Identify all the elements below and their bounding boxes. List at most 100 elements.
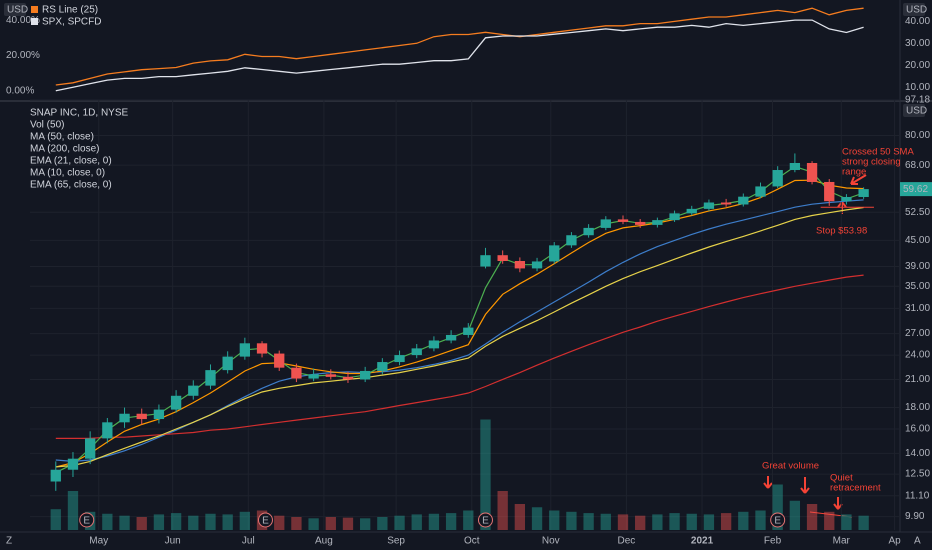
candle-body — [772, 170, 783, 187]
candle-body — [738, 196, 749, 205]
volume-bar — [411, 514, 422, 530]
y-tick-label: 97.18 — [905, 95, 930, 106]
arrow — [850, 174, 867, 185]
volume-bar — [652, 514, 663, 530]
candle-body — [256, 343, 268, 354]
volume-bar — [566, 511, 577, 530]
volume-bar — [463, 510, 474, 530]
candle-body — [445, 334, 457, 341]
candle-body — [342, 376, 354, 380]
annotation: strong closing — [842, 157, 901, 168]
volume-bar — [600, 513, 611, 530]
last-price-tag — [900, 182, 932, 197]
candle-body — [549, 245, 560, 262]
y-tick-label: 39.00 — [905, 261, 930, 272]
volume-bar — [635, 515, 646, 530]
y-tick-label: 9.90 — [905, 511, 925, 522]
x-tick-label: Jul — [242, 536, 255, 547]
volume-bar — [308, 518, 319, 530]
legend-entry: MA (200, close) — [30, 144, 99, 155]
y-tick-label: 16.00 — [905, 424, 930, 435]
volume-bar — [531, 507, 543, 530]
ui-button[interactable]: Z — [6, 536, 12, 547]
candle-body — [222, 356, 233, 371]
candle-body — [480, 255, 491, 267]
volume-bar — [360, 518, 371, 530]
ui-button[interactable]: A — [914, 536, 921, 547]
y-tick-label: 21.00 — [905, 374, 930, 385]
volume-bar — [789, 500, 801, 530]
x-tick-label: Feb — [764, 536, 782, 547]
candle-body — [806, 162, 818, 182]
x-tick-label: Ap — [888, 536, 901, 547]
y-tick-label: 24.00 — [905, 350, 930, 361]
y-tick-label: 14.00 — [905, 448, 930, 459]
volume-bar — [394, 515, 405, 530]
currency-badge — [903, 3, 925, 16]
ma-line — [55, 274, 864, 439]
x-tick-label: May — [89, 536, 108, 547]
volume-bar — [445, 513, 457, 530]
volume-bar — [514, 504, 526, 530]
candle-body — [291, 367, 302, 379]
volume-bar — [377, 517, 388, 530]
y-tick-label: 12.50 — [905, 469, 930, 480]
candle-body — [136, 413, 147, 420]
volume-bar — [858, 515, 869, 530]
candle-body — [858, 189, 869, 197]
candle-body — [428, 340, 440, 349]
stop-label: Stop $53.98 — [816, 226, 867, 237]
volume-bar — [841, 514, 852, 530]
candle-body — [67, 458, 79, 470]
candle-body — [325, 374, 336, 377]
y-tick-label: 52.50 — [905, 207, 930, 218]
last-price-label: 59.62 — [903, 184, 928, 195]
earnings-marker — [477, 512, 493, 528]
volume-bar — [50, 509, 61, 530]
y-tick-label: 20.00% — [6, 50, 40, 61]
arrow — [763, 476, 773, 489]
candle-body — [824, 181, 835, 202]
y-tick-label: 45.00 — [905, 235, 930, 246]
volume-bar — [136, 517, 147, 530]
legend-entry: MA (10, close, 0) — [30, 168, 105, 179]
candle-body — [119, 413, 130, 423]
volume-bar — [291, 517, 302, 530]
annotation: retracement — [830, 483, 881, 494]
candle-body — [394, 355, 405, 363]
volume-bar — [583, 513, 594, 530]
candle-body — [669, 213, 680, 221]
ma-line — [55, 206, 864, 468]
volume-bar — [67, 491, 79, 530]
candle-body — [411, 348, 422, 356]
volume-bar — [755, 510, 766, 530]
volume-bar — [738, 511, 749, 530]
volume-bar — [549, 510, 560, 530]
candle-body — [720, 202, 732, 205]
candle-body — [497, 255, 508, 262]
ma-line — [55, 179, 864, 468]
legend-entry: Vol (50) — [30, 120, 64, 131]
legend-swatch — [31, 6, 38, 13]
candle-body — [841, 196, 852, 202]
candle-body — [583, 227, 594, 236]
volume-bar — [824, 511, 835, 530]
legend-entry: EMA (65, close, 0) — [30, 180, 112, 191]
x-tick-label: Jun — [165, 536, 181, 547]
volume-bar — [153, 514, 165, 530]
volume-bar — [239, 511, 251, 530]
volume-bar — [325, 517, 336, 530]
candle-body — [617, 219, 629, 222]
volume-bar — [686, 513, 697, 530]
y-tick-label: 80.00 — [905, 130, 930, 141]
currency-label: USD — [906, 5, 927, 16]
earnings-marker — [770, 512, 786, 528]
x-tick-label: Dec — [618, 536, 636, 547]
candle-body — [50, 469, 61, 482]
x-tick-label: Oct — [464, 536, 480, 547]
annotation: range — [842, 167, 866, 178]
legend-entry: SPX, SPCFD — [42, 17, 101, 28]
candle-body — [274, 353, 285, 368]
volume-bar — [497, 491, 508, 530]
